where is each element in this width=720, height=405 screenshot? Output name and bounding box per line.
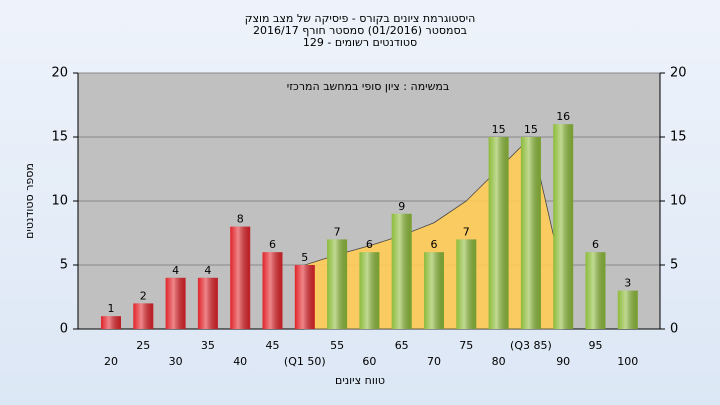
- x-tick-label: 95: [589, 339, 603, 352]
- bar-shine: [165, 277, 186, 329]
- data-label: 6: [366, 238, 373, 251]
- bar-shine: [391, 213, 412, 329]
- data-label: 4: [172, 264, 179, 277]
- title-line: היסטוגרמת ציונים בקורס - פיסיקה של מצב מ…: [245, 12, 476, 25]
- data-label: 8: [237, 213, 244, 226]
- y2-tick-label: 15: [670, 130, 687, 145]
- y-tick-label: 15: [51, 130, 68, 145]
- bar-shine: [424, 252, 444, 329]
- data-label: 3: [624, 277, 631, 290]
- y-axis-label: מספר סטודנטים: [23, 163, 36, 239]
- bar-shine: [488, 137, 509, 329]
- x-tick-label: 75: [459, 339, 473, 352]
- y2-tick-label: 10: [670, 194, 687, 209]
- bar-shine: [133, 303, 154, 329]
- x-tick-label: 55: [330, 339, 344, 352]
- data-label: 1: [108, 302, 115, 315]
- x-tick-label: 100: [617, 355, 638, 368]
- annotation: במשימה : ציון סופי במחשב המרכזי: [287, 80, 450, 93]
- bar-shine: [197, 277, 218, 329]
- data-label: 6: [431, 238, 438, 251]
- x-tick-label: 20: [104, 355, 118, 368]
- y-tick-label: 5: [60, 258, 68, 273]
- data-label: 15: [492, 123, 506, 136]
- data-label: 5: [301, 251, 308, 264]
- bar-shine: [101, 316, 121, 329]
- x-tick-label: 90: [556, 355, 570, 368]
- bar-shine: [585, 252, 606, 329]
- bar-shine: [617, 290, 638, 329]
- y2-tick-label: 20: [670, 66, 687, 81]
- data-label: 16: [556, 110, 570, 123]
- data-label: 15: [524, 123, 538, 136]
- x-tick-label: 45: [266, 339, 280, 352]
- data-label: 4: [204, 264, 211, 277]
- bar-shine: [553, 124, 574, 329]
- data-label: 6: [269, 238, 276, 251]
- bar-shine: [359, 252, 380, 329]
- x-axis-label: טווח ציונים: [335, 374, 385, 387]
- x-tick-label: 35: [201, 339, 215, 352]
- data-label: 7: [463, 225, 470, 238]
- x-tick-label: 40: [233, 355, 247, 368]
- y-tick-label: 0: [60, 322, 68, 337]
- bar-shine: [520, 137, 541, 329]
- x-tick-label: 80: [492, 355, 506, 368]
- x-tick-label: (Q1 50): [284, 355, 326, 368]
- title-line: בסמסטר (01/2016) סמסטר חורף 2016/17: [253, 24, 467, 37]
- y2-tick-label: 5: [670, 258, 678, 273]
- x-tick-label: 25: [136, 339, 150, 352]
- data-label: 7: [334, 225, 341, 238]
- data-label: 6: [592, 238, 599, 251]
- bar-shine: [294, 265, 315, 329]
- x-tick-label: 30: [169, 355, 183, 368]
- bar-shine: [456, 239, 477, 329]
- x-tick-label: 70: [427, 355, 441, 368]
- bar-shine: [230, 226, 251, 329]
- x-tick-label: 65: [395, 339, 409, 352]
- title-line: סטודנטים רשומים - 129: [303, 36, 417, 49]
- y2-tick-label: 0: [670, 322, 678, 337]
- x-tick-label: (Q3 85): [510, 339, 552, 352]
- y-tick-label: 20: [51, 66, 68, 81]
- data-label: 9: [398, 200, 405, 213]
- bar-shine: [327, 239, 348, 329]
- bar-shine: [262, 252, 283, 329]
- data-label: 2: [140, 289, 147, 302]
- y-tick-label: 10: [51, 194, 68, 209]
- x-tick-label: 60: [362, 355, 376, 368]
